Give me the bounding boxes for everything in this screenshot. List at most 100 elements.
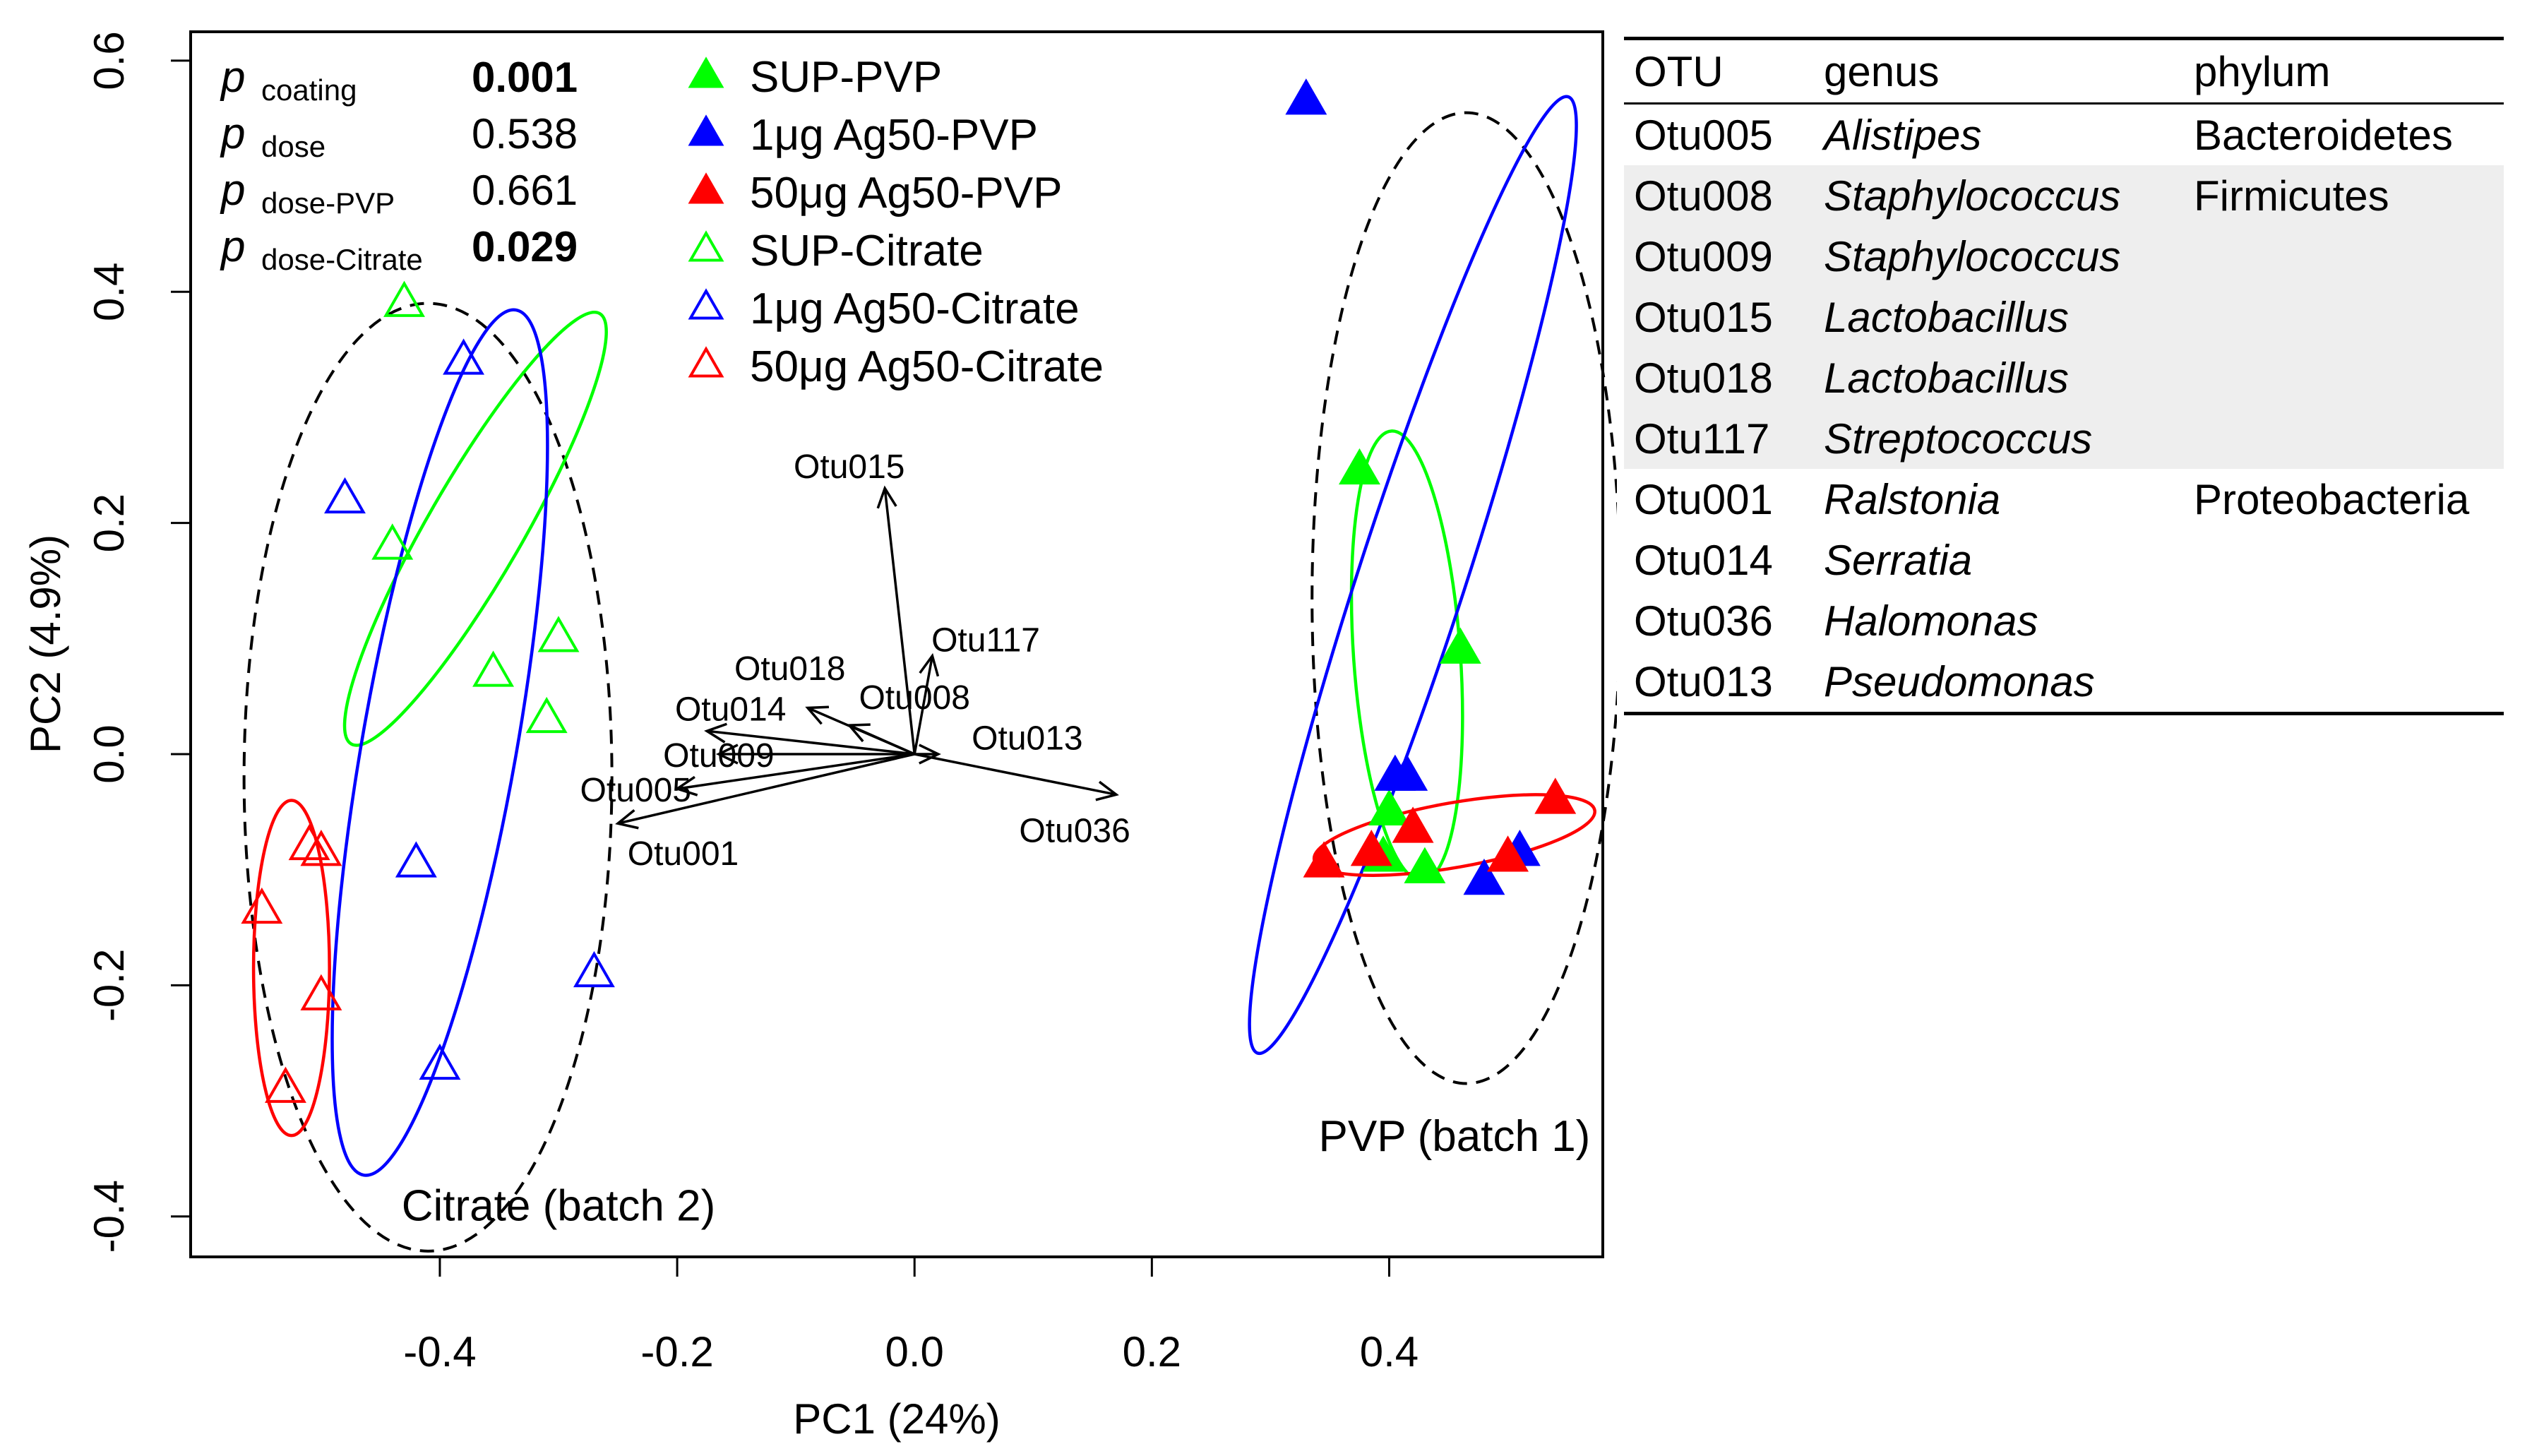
arrow-label: Otu001 (628, 835, 739, 873)
header-genus: genus (1814, 37, 2184, 105)
data-point (1392, 806, 1434, 843)
cell-genus: Pseudomonas (1814, 651, 2184, 715)
arrow-head (847, 723, 871, 743)
data-point (383, 280, 425, 317)
cell-genus: Lactobacillus (1814, 347, 2184, 408)
loading-arrow (913, 655, 934, 755)
y-tick-label: -0.2 (85, 949, 133, 1022)
x-tick-label: 0.0 (885, 1328, 943, 1376)
cell-phylum (2184, 530, 2504, 590)
cell-otu: Otu018 (1624, 347, 1814, 408)
cell-genus: Halomonas (1824, 597, 2038, 645)
table-row: Otu015 Lactobacillus (1624, 287, 2504, 347)
cell-phylum (2184, 347, 2504, 408)
arrow-label: Otu008 (859, 679, 969, 717)
data-point (300, 830, 342, 866)
cell-otu: Otu001 (1634, 475, 1773, 523)
axes: -0.4 -0.2 0.0 0.2 0.4 -0.4 -0.2 0.0 0.2 0.4 0.6 (85, 31, 1419, 1376)
legend-marker (688, 346, 724, 378)
table-row: Otu009 Staphylococcus (1624, 226, 2504, 287)
p-value: 0.029 (472, 223, 578, 270)
legend-label: 50μg Ag50-PVP (750, 169, 1062, 217)
p-value-subscript: coating (261, 73, 357, 107)
cell-phylum: Firmicutes (2184, 165, 2504, 226)
legend: SUP-PVP 1μg Ag50-PVP 50μg Ag50-PVP SUP-Citr… (688, 53, 1104, 391)
arrow-label: Otu013 (972, 720, 1082, 757)
arrow-head (715, 744, 739, 765)
loading-arrow (617, 753, 915, 825)
ellipse-citrate-batch-2-overall (242, 302, 614, 1253)
arrow-label: Otu009 (663, 737, 774, 775)
ellipse-1-g-ag50-pvp (1248, 95, 1578, 1056)
legend-marker (688, 230, 724, 262)
cell-phylum (2184, 287, 2504, 347)
table-row: Otu018 Lactobacillus (1624, 347, 2504, 408)
cell-genus: Staphylococcus (1814, 226, 2184, 287)
data-point (1368, 789, 1410, 826)
cell-otu: Otu015 (1624, 287, 1814, 347)
table-row: Otu005 Alistipes Bacteroidetes (1624, 104, 2504, 166)
cell-phylum (2184, 408, 2504, 469)
data-point (324, 477, 366, 514)
data-point (1534, 777, 1577, 814)
loading-arrow (883, 488, 916, 755)
legend-label: 50μg Ag50-Citrate (750, 342, 1104, 391)
cell-genus: Lactobacillus (1814, 287, 2184, 347)
p-value-label: p (220, 222, 245, 271)
data-point (241, 887, 283, 924)
legend-marker (688, 114, 724, 146)
header-phylum: phylum (2184, 37, 2504, 105)
loading-arrow (849, 724, 915, 756)
ellipse-sup-citrate (342, 310, 608, 747)
arrow-label: Otu117 (931, 621, 1040, 659)
cell-otu: Otu008 (1624, 165, 1814, 226)
table-header-row: OTU genus phylum (1624, 37, 2504, 105)
cell-otu: Otu013 (1624, 651, 1814, 715)
data-point (525, 696, 568, 734)
cell-genus: Alistipes (1824, 111, 1982, 159)
batch-label: Citrate (batch 2) (402, 1181, 716, 1230)
ellipse-50-g-ag50-citrate (251, 799, 331, 1138)
arrow-label: Otu036 (1019, 812, 1130, 849)
data-point (1285, 78, 1327, 115)
arrow-label: Otu015 (794, 448, 904, 486)
cell-genus: Streptococcus (1814, 408, 2184, 469)
y-tick-label: 0.2 (85, 494, 133, 552)
cell-phylum: Proteobacteria (2194, 475, 2470, 523)
cell-phylum (2184, 226, 2504, 287)
table-row: Otu036 Halomonas (1624, 590, 2504, 651)
data-point (1487, 835, 1529, 872)
p-value: 0.661 (472, 167, 578, 214)
data-point (537, 616, 580, 652)
header-otu: OTU (1624, 37, 1814, 105)
arrow-head (876, 485, 897, 509)
legend-marker (688, 288, 724, 320)
y-tick-label: 0.6 (85, 31, 133, 90)
loading-arrow (706, 729, 915, 756)
arrow-head (919, 652, 940, 677)
x-axis-title: PC1 (24%) (793, 1395, 1000, 1443)
cell-phylum (2184, 590, 2504, 651)
cell-otu: Otu014 (1634, 536, 1773, 584)
table-row: Otu013 Pseudomonas (1624, 651, 2504, 715)
table-row: Otu117 Streptococcus (1624, 408, 2504, 469)
p-value: 0.001 (472, 54, 578, 101)
arrow-head (615, 808, 639, 830)
legend-label: 1μg Ag50-PVP (750, 111, 1038, 160)
data-point (1339, 448, 1380, 485)
batch-labels: Citrate (batch 2) PVP (batch 1) (402, 1112, 1591, 1230)
table-row: Otu001 Ralstonia Proteobacteria (1624, 469, 2504, 530)
p-value-subscript: dose (261, 130, 326, 163)
x-tick-label: -0.2 (640, 1328, 713, 1376)
legend-label: SUP-Citrate (750, 227, 984, 275)
legend-label: SUP-PVP (750, 53, 942, 102)
y-tick-label: 0.4 (85, 263, 133, 321)
data-point (1386, 754, 1428, 791)
data-point (300, 974, 342, 1010)
cell-phylum: Bacteroidetes (2194, 111, 2453, 159)
legend-label: 1μg Ag50-Citrate (750, 285, 1080, 333)
otu-taxonomy-table: OTU genus phylum Otu005 Alistipes Bacteroi… (1624, 37, 2504, 715)
ellipse-1-g-ag50-citrate (330, 308, 549, 1177)
